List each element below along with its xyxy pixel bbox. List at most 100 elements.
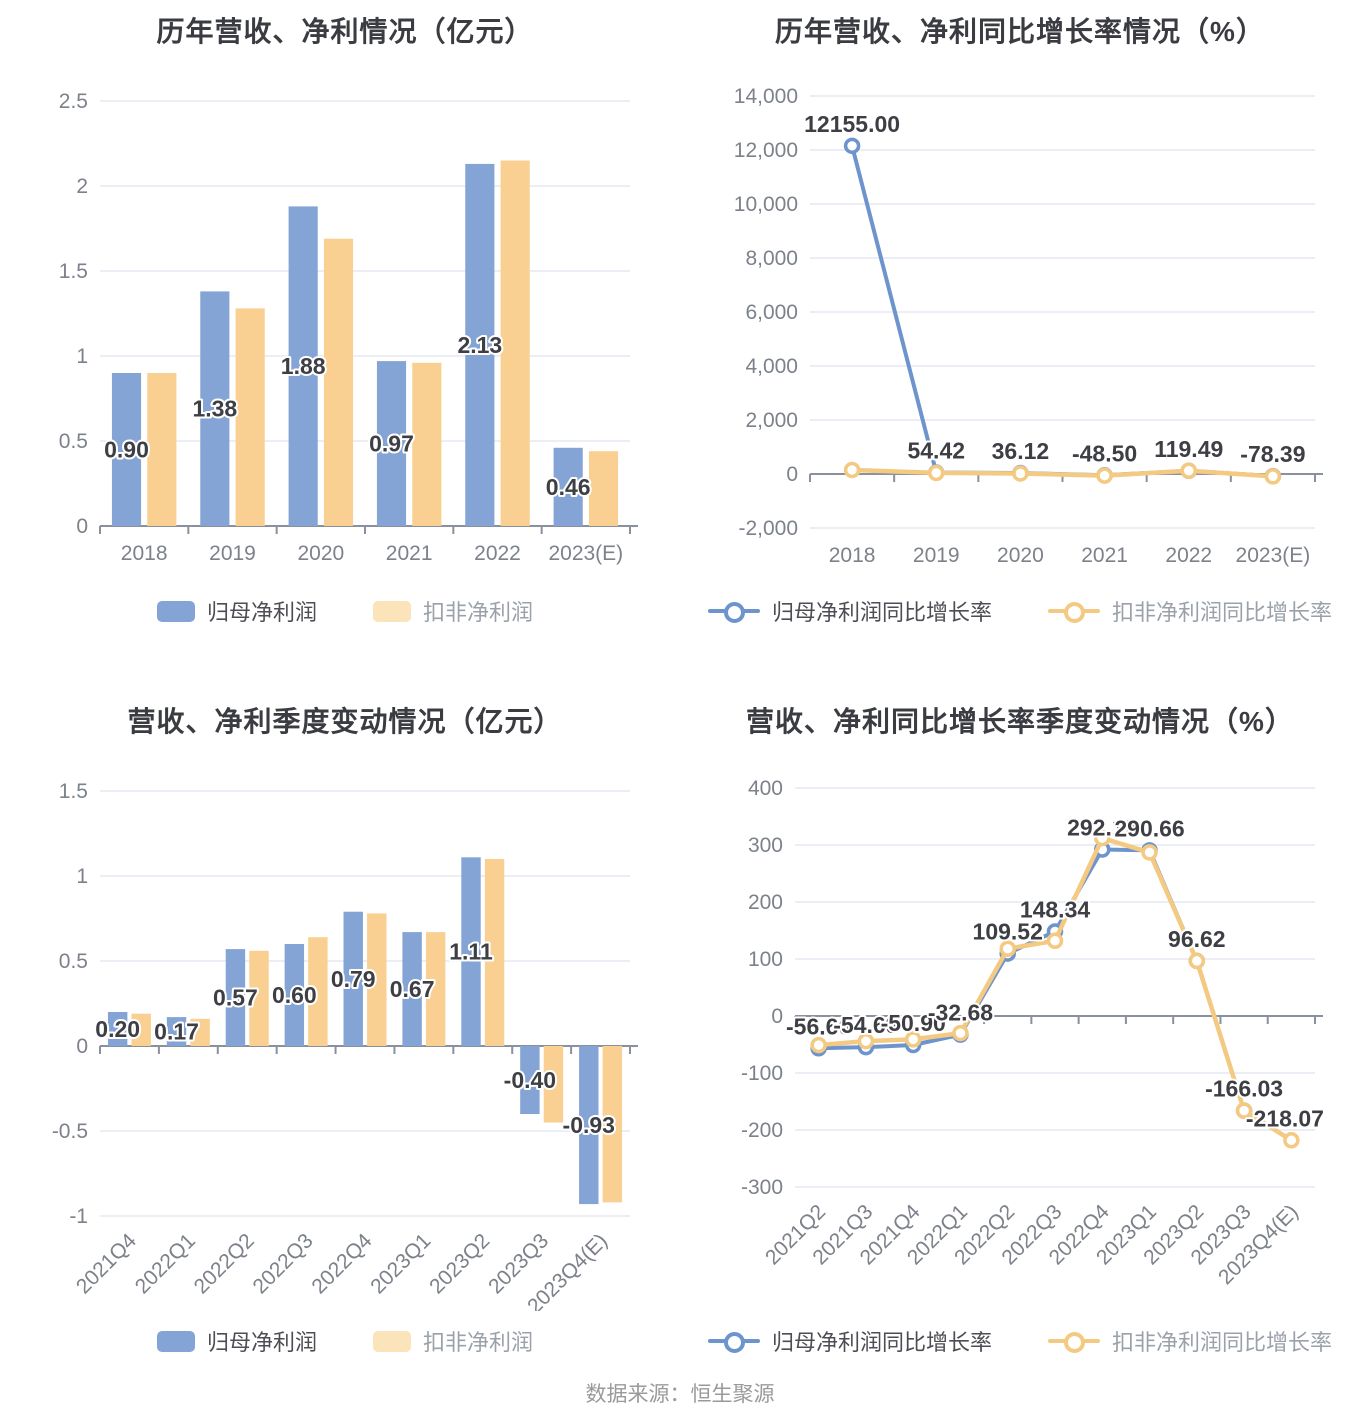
- bar-series-0[interactable]: [288, 206, 318, 526]
- legend-item-non-gaap-net-profit[interactable]: 扣非净利润: [373, 595, 533, 627]
- annual-net-profit-plot: 0 0.5 1 1.5 2 2.5 2018 2019 2020 2021 2022 2023(E) 0…: [59, 90, 638, 565]
- value-label: -218.07: [1246, 1105, 1324, 1131]
- value-label: 36.12: [992, 438, 1050, 464]
- bar-series-0[interactable]: [520, 1046, 540, 1114]
- legend-item-parent-net-profit[interactable]: 归母净利润: [156, 1325, 317, 1357]
- bar-series-0[interactable]: [553, 447, 583, 526]
- legend-item-non-gaap-net-profit-growth[interactable]: 扣非净利润同比增长率: [1048, 1325, 1332, 1357]
- bar-series-1[interactable]: [425, 932, 446, 1046]
- y-axis-tick-label: 1: [76, 865, 88, 888]
- value-label: 0.67: [390, 976, 435, 1002]
- legend-circle: [1064, 1332, 1085, 1353]
- bar-series-1[interactable]: [484, 859, 505, 1046]
- legend-label: 归母净利润同比增长率: [771, 1330, 992, 1355]
- bar-series-1[interactable]: [412, 362, 442, 526]
- data-point-series-1[interactable]: [928, 464, 945, 482]
- bar-series-1[interactable]: [588, 451, 619, 526]
- legend-line-marker: [707, 602, 760, 623]
- legend-label: 归母净利润同比增长率: [771, 600, 992, 625]
- bar-series-1[interactable]: [308, 937, 328, 1046]
- bar-series-1[interactable]: [235, 308, 265, 526]
- bar-series-0[interactable]: [107, 1012, 128, 1046]
- value-label: 119.49: [1154, 436, 1223, 462]
- y-axis-tick-label: 14,000: [734, 85, 798, 108]
- bar-series-0[interactable]: [402, 932, 422, 1046]
- x-axis-category-label: 2022: [1165, 544, 1212, 567]
- value-label: 2.13: [457, 332, 502, 358]
- legend-item-parent-net-profit-growth[interactable]: 归母净利润同比增长率: [707, 595, 992, 627]
- x-axis-category-label: 2022Q1: [131, 1229, 200, 1298]
- data-point-series-1[interactable]: [1180, 462, 1197, 480]
- bar-series-1[interactable]: [131, 1013, 151, 1046]
- bar-series-0[interactable]: [225, 949, 246, 1046]
- y-axis-tick-label: -2,000: [738, 517, 798, 540]
- bar-series-1[interactable]: [249, 950, 269, 1046]
- bar-series-0[interactable]: [376, 361, 407, 526]
- value-label: 1.11: [449, 939, 493, 965]
- chart-title: 历年营收、净利情况（亿元）: [156, 16, 534, 47]
- bar-series-0[interactable]: [200, 291, 230, 526]
- legend-item-parent-net-profit[interactable]: 归母净利润: [156, 595, 317, 627]
- legend-item-non-gaap-net-profit[interactable]: 扣非净利润: [373, 1325, 533, 1357]
- y-axis-tick-label: 4,000: [745, 355, 798, 378]
- legend-item-parent-net-profit-growth[interactable]: 归母净利润同比增长率: [707, 1325, 992, 1357]
- y-axis-tick-label: 0: [76, 1035, 88, 1058]
- data-point-series-1[interactable]: [1235, 1102, 1253, 1119]
- data-point-series-1[interactable]: [999, 940, 1016, 957]
- data-point-series-1[interactable]: [904, 1031, 922, 1048]
- value-label: -48.50: [1072, 440, 1137, 466]
- x-axis-category-label: 2023Q1: [366, 1229, 435, 1298]
- data-point-series-1[interactable]: [1283, 1132, 1300, 1149]
- y-axis-tick-label: 6,000: [745, 301, 798, 324]
- x-axis-category-label: 2019: [209, 542, 256, 565]
- chart-legend: 归母净利润 扣非净利润: [30, 1325, 660, 1357]
- bar-series-1[interactable]: [602, 1046, 623, 1203]
- data-point-series-1[interactable]: [952, 1024, 969, 1042]
- data-point-series-1[interactable]: [1188, 952, 1206, 970]
- legend-swatch-parent-net-profit: [156, 600, 195, 622]
- bar-series-0[interactable]: [461, 857, 481, 1046]
- bar-series-1[interactable]: [147, 373, 177, 526]
- bar-series-0[interactable]: [166, 1017, 187, 1046]
- value-label: -166.03: [1205, 1076, 1283, 1102]
- value-label: 0.57: [213, 985, 258, 1011]
- x-axis-category-label: 2023Q2: [425, 1229, 494, 1298]
- data-point-series-1[interactable]: [1046, 932, 1064, 950]
- data-point-series-1[interactable]: [1094, 829, 1111, 847]
- bar-series-0[interactable]: [111, 373, 142, 526]
- data-point-series-1[interactable]: [1012, 465, 1029, 482]
- value-label: -50.90: [881, 1010, 946, 1036]
- x-axis-category-label: 2020: [997, 544, 1044, 567]
- value-label: 0.90: [104, 437, 149, 463]
- data-point-series-1[interactable]: [810, 1036, 827, 1054]
- value-label: 1.38: [192, 396, 237, 422]
- chart-annual-net-profit: 历年营收、净利情况（亿元） 0 0.5 1 1.5 2 2.5 2018 2019 2020 20…: [30, 0, 660, 665]
- line-series-0[interactable]: [850, 145, 1274, 479]
- chart-legend: 归母净利润 扣非净利润: [30, 595, 660, 627]
- data-point-series-1[interactable]: [1096, 467, 1113, 484]
- y-axis-tick-label: 100: [748, 948, 783, 971]
- bar-series-1[interactable]: [543, 1046, 564, 1123]
- bar-series-1[interactable]: [323, 238, 354, 526]
- data-point-series-1[interactable]: [1141, 844, 1158, 861]
- bar-series-1[interactable]: [190, 1018, 210, 1046]
- data-point-series-1[interactable]: [843, 461, 861, 479]
- data-point-series-1[interactable]: [857, 1032, 875, 1050]
- bar-series-0[interactable]: [465, 163, 495, 526]
- x-axis-category-label: 2022Q3: [249, 1229, 318, 1298]
- bar-series-0[interactable]: [579, 1046, 599, 1205]
- data-point-series-1[interactable]: [1264, 468, 1282, 485]
- bar-series-0[interactable]: [343, 911, 363, 1046]
- y-axis-tick-label: 1.5: [59, 780, 88, 803]
- data-point-series-0[interactable]: [843, 137, 861, 155]
- legend-item-non-gaap-net-profit-growth[interactable]: 扣非净利润同比增长率: [1048, 595, 1332, 627]
- line-series-0[interactable]: [818, 847, 1246, 1112]
- legend-label: 扣非净利润: [423, 600, 534, 625]
- y-axis-tick-label: 8,000: [745, 247, 798, 270]
- bar-series-1[interactable]: [500, 160, 530, 527]
- y-axis-tick-label: -200: [741, 1119, 783, 1142]
- bar-series-0[interactable]: [284, 944, 305, 1046]
- line-series-1[interactable]: [852, 467, 1274, 479]
- bar-series-1[interactable]: [367, 913, 387, 1046]
- x-axis-category-label: 2023(E): [1236, 544, 1311, 567]
